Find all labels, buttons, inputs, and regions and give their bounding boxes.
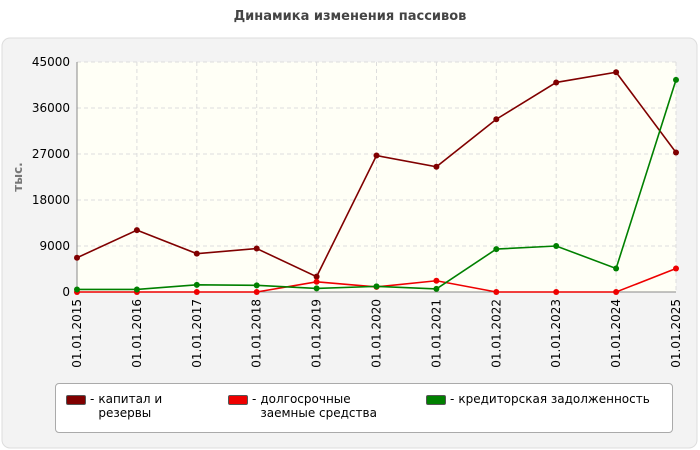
data-point (253, 289, 260, 295)
x-tick-label: 01.01.2020 (370, 299, 384, 368)
legend-swatch (66, 395, 86, 405)
legend: - капитал и резервы - долгосрочные заемные … (55, 383, 673, 433)
legend-label: капитал и резервы (98, 392, 163, 420)
x-tick-label: 01.01.2025 (669, 299, 683, 368)
x-tick-label: 01.01.2024 (609, 299, 623, 368)
data-point (673, 76, 679, 83)
legend-label: долгосрочные заемные средства (260, 392, 377, 420)
data-point (74, 254, 80, 261)
legend-item: - кредиторская задолженность (426, 392, 656, 406)
data-point (433, 285, 440, 292)
data-point (553, 289, 560, 295)
x-tick-label: 01.01.2018 (250, 299, 264, 368)
y-tick-label: 18000 (32, 193, 70, 207)
y-tick-label: 0 (62, 285, 70, 299)
data-point (433, 163, 440, 170)
legend-swatch (426, 395, 446, 405)
data-point (313, 285, 320, 292)
y-tick-label: 45000 (32, 55, 70, 69)
data-point (253, 245, 260, 252)
x-tick-label: 01.01.2019 (310, 299, 324, 368)
legend-item: - капитал и резервы (66, 392, 216, 420)
data-point (613, 265, 620, 272)
data-point (253, 282, 260, 289)
data-point (133, 227, 140, 234)
data-point (493, 246, 500, 253)
data-point (493, 289, 500, 295)
data-point (553, 79, 560, 86)
data-point (193, 289, 200, 295)
x-tick-label: 01.01.2017 (190, 299, 204, 368)
data-point (553, 243, 560, 249)
data-point (193, 281, 200, 288)
data-point (373, 283, 380, 290)
x-tick-label: 01.01.2016 (130, 299, 144, 368)
chart-title: Динамика изменения пассивов (234, 9, 467, 24)
legend-dash: - (450, 392, 455, 406)
data-point (613, 69, 620, 76)
data-point (373, 152, 380, 159)
data-point (193, 250, 200, 257)
data-point (673, 149, 679, 156)
data-point (493, 116, 500, 123)
x-tick-label: 01.01.2015 (70, 299, 84, 368)
data-point (673, 265, 679, 272)
y-axis-label: тыс. (11, 162, 25, 191)
data-point (313, 278, 320, 285)
data-point (433, 277, 440, 284)
legend-dash: - (252, 392, 257, 406)
y-tick-label: 9000 (39, 239, 70, 253)
x-tick-label: 01.01.2023 (549, 299, 563, 368)
y-tick-label: 36000 (32, 101, 70, 115)
data-point (74, 286, 80, 293)
x-tick-label: 01.01.2021 (429, 299, 443, 368)
data-point (133, 286, 140, 293)
y-tick-label: 27000 (32, 147, 70, 161)
legend-dash: - (90, 392, 95, 406)
legend-item: - долгосрочные заемные средства (228, 392, 388, 420)
legend-swatch (228, 395, 248, 405)
legend-label: кредиторская задолженность (458, 392, 650, 406)
x-tick-label: 01.01.2022 (489, 299, 503, 368)
data-point (313, 273, 320, 280)
data-point (613, 289, 620, 295)
